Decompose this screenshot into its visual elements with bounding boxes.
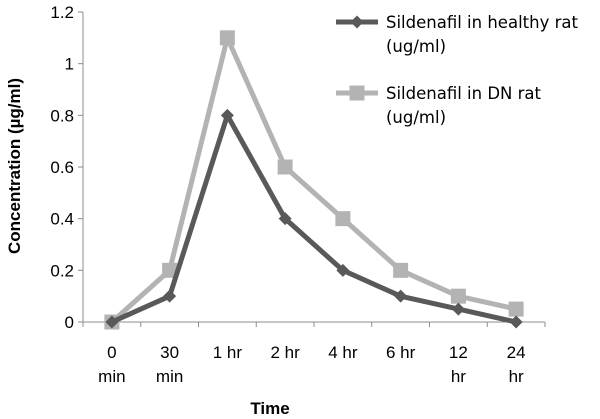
legend-label: (ug/ml) <box>386 37 446 56</box>
data-point <box>450 288 466 304</box>
y-axis-ticks: 0 0.2 0.4 0.6 0.8 1 1.2 <box>50 3 83 332</box>
legend-item-0: Sildenafil in healthy rat (ug/ml) <box>336 13 578 56</box>
legend-label: Sildenafil in healthy rat <box>386 13 578 32</box>
series-line <box>110 35 517 324</box>
x-tick-label: 24 hr <box>507 343 526 386</box>
legend-marker <box>350 15 364 29</box>
data-point <box>162 262 178 278</box>
data-point <box>509 315 523 329</box>
data-point <box>278 212 292 226</box>
x-tick-label: 30 min <box>156 343 183 386</box>
x-tick-label: 6 hr <box>386 343 416 362</box>
legend-item-1: Sildenafil in DN rat (ug/ml) <box>336 84 542 127</box>
data-point <box>220 108 234 122</box>
x-tick-label: 4 hr <box>328 343 358 362</box>
data-point <box>105 315 119 329</box>
chart-series <box>104 30 524 330</box>
y-tick-label: 0.2 <box>50 261 74 280</box>
x-tick-label: 12 hr <box>449 343 468 386</box>
data-point <box>393 262 409 278</box>
y-tick-label: 1 <box>65 55 74 74</box>
data-point <box>394 289 408 303</box>
y-tick-label: 1.2 <box>50 3 74 22</box>
x-tick-label: 0 min <box>98 343 125 386</box>
legend: Sildenafil in healthy rat(ug/ml)Sildenaf… <box>336 13 578 127</box>
series-1 <box>104 30 524 330</box>
legend-label: (ug/ml) <box>386 108 446 127</box>
data-point <box>336 263 350 277</box>
data-point <box>335 211 351 227</box>
series-line <box>110 112 517 325</box>
y-tick-label: 0 <box>65 313 74 332</box>
data-point <box>508 301 524 317</box>
data-point <box>163 289 177 303</box>
legend-marker <box>349 85 365 101</box>
x-axis-title: Time <box>250 399 289 418</box>
y-tick-label: 0.6 <box>50 158 74 177</box>
data-point <box>219 30 235 46</box>
data-point <box>277 159 293 175</box>
data-point <box>451 302 465 316</box>
x-tick-label: 2 hr <box>270 343 300 362</box>
legend-label: Sildenafil in DN rat <box>386 84 542 103</box>
series-0 <box>105 108 523 329</box>
chart-axes <box>82 12 545 323</box>
y-axis-title: Concentration (µg/ml) <box>5 78 24 254</box>
x-tick-label: 1 hr <box>213 343 243 362</box>
y-tick-label: 0.4 <box>50 210 74 229</box>
x-axis-ticks: 0 min 30 min 1 hr 2 hr 4 hr 6 hr 12 hr 24 hr <box>82 322 546 386</box>
y-tick-label: 0.8 <box>50 106 74 125</box>
